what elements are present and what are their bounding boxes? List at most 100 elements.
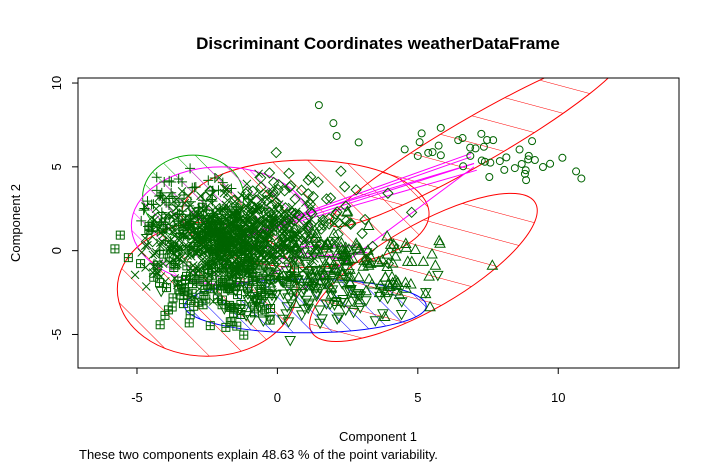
data-point [292,275,305,286]
data-point [185,163,196,174]
data-point [173,259,182,269]
data-point [159,176,170,187]
data-point [334,265,347,276]
data-point [232,249,241,259]
data-point [340,255,353,266]
data-point [151,172,162,183]
data-point [361,254,373,266]
data-point [213,238,222,248]
data-point [141,202,150,211]
data-point [381,229,393,241]
data-point [260,220,270,230]
data-point [279,208,288,218]
data-point [151,204,161,214]
data-point [150,215,160,225]
x-tick-label: 0 [274,390,281,405]
data-point [213,252,223,262]
data-point [335,236,348,248]
data-point [313,305,326,317]
data-point [374,291,386,303]
data-point [524,155,533,164]
data-point [326,268,338,279]
data-point [239,330,249,340]
data-point [231,282,241,292]
data-point [200,226,209,236]
data-point [182,231,192,241]
data-point [256,250,266,259]
data-point [155,278,165,288]
data-point [136,215,147,226]
data-point [341,286,353,297]
data-point [285,289,298,300]
data-point [262,256,271,266]
data-point [283,262,295,274]
data-point [577,174,586,183]
data-point [254,227,263,237]
data-point [466,151,475,160]
data-point [289,297,302,308]
data-point [212,294,222,304]
data-point [381,248,394,259]
data-point [204,278,213,288]
data-point [172,213,182,223]
data-point [152,264,161,274]
data-point [230,250,239,260]
data-point [335,298,347,309]
data-point [268,214,277,224]
data-point [171,239,180,249]
data-point [415,138,424,147]
data-point [311,244,321,254]
data-point [304,171,317,183]
data-point [330,236,340,246]
data-point [340,200,352,212]
data-point [243,290,252,300]
data-point [369,316,382,327]
data-point [282,254,292,264]
data-point [395,309,408,321]
data-point [333,312,345,324]
data-point [183,242,192,251]
data-point [192,249,202,258]
data-point [236,205,246,215]
data-point [502,153,511,162]
data-point [315,223,327,235]
data-point [286,209,296,219]
data-point [178,299,188,309]
data-point [143,240,152,250]
data-point [188,232,197,242]
data-point [250,297,259,307]
data-point [258,244,267,254]
data-point [282,317,295,328]
data-point [160,310,170,320]
data-point [436,151,445,160]
data-point [287,270,297,280]
data-point [538,163,547,172]
data-point [434,141,443,150]
data-point [466,143,475,152]
data-point [260,195,273,207]
data-point [196,191,205,201]
data-point [173,173,184,184]
data-point [203,175,214,186]
data-point [271,193,280,203]
data-point [420,288,432,299]
data-point [558,153,567,162]
data-point [454,136,463,145]
data-point [222,210,232,220]
data-point [314,284,326,296]
data-point [386,270,398,282]
data-point [483,136,492,145]
data-point [520,169,529,178]
data-point [219,263,229,273]
data-point [405,277,417,289]
data-point [268,187,277,197]
connector-line [282,152,472,221]
data-point [517,159,526,168]
data-point [229,211,239,221]
y-tick-label: 5 [49,163,64,170]
data-point [276,250,285,260]
data-point [272,262,282,272]
data-point [168,222,177,232]
data-point [242,179,252,189]
data-point [140,241,150,251]
